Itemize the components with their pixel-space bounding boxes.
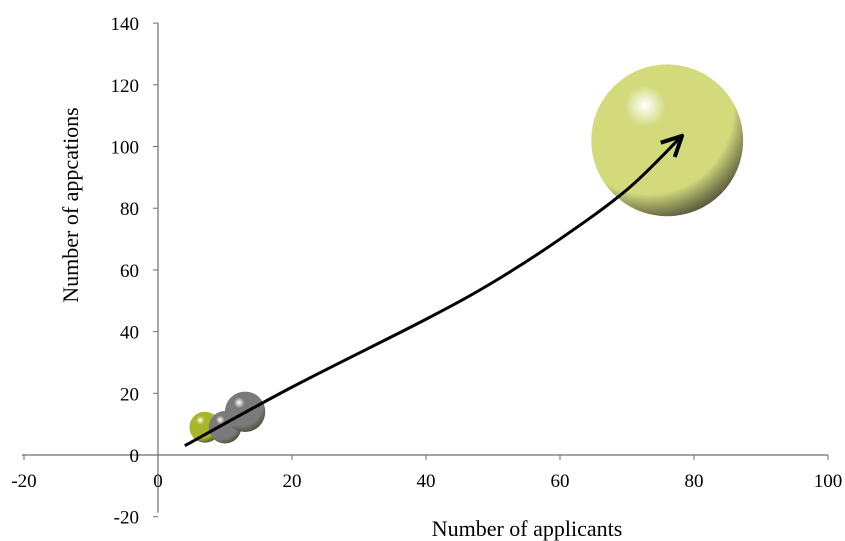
y-tick-label: 80 [120, 199, 139, 220]
y-tick-label: 120 [111, 76, 140, 97]
y-tick-label: 20 [120, 384, 139, 405]
y-tick-label: 40 [120, 323, 139, 344]
y-axis-ticks: -20 0 20 40 60 80 100 120 140 [111, 14, 158, 529]
x-axis-title: Number of applicants [432, 516, 623, 541]
bubble-point [591, 64, 744, 217]
y-tick-label: 60 [120, 261, 139, 282]
trend-arrow [184, 137, 681, 448]
x-tick-label: 20 [283, 471, 302, 492]
x-axis-ticks: -20 0 20 40 60 80 100 [11, 455, 842, 492]
x-tick-label: 100 [814, 471, 843, 492]
y-tick-label: -20 [114, 508, 139, 529]
x-tick-label: 0 [153, 471, 163, 492]
y-tick-label: 140 [111, 14, 140, 35]
bubble-series [189, 64, 744, 444]
y-axis-title: Number of appcations [58, 107, 83, 303]
x-tick-label: 40 [417, 471, 436, 492]
x-tick-label: 60 [551, 471, 570, 492]
x-tick-label: 80 [685, 471, 704, 492]
y-tick-label: 0 [130, 446, 140, 467]
y-tick-label: 100 [111, 138, 140, 159]
x-tick-label: -20 [11, 471, 36, 492]
trend-arrow-layer [184, 137, 681, 448]
